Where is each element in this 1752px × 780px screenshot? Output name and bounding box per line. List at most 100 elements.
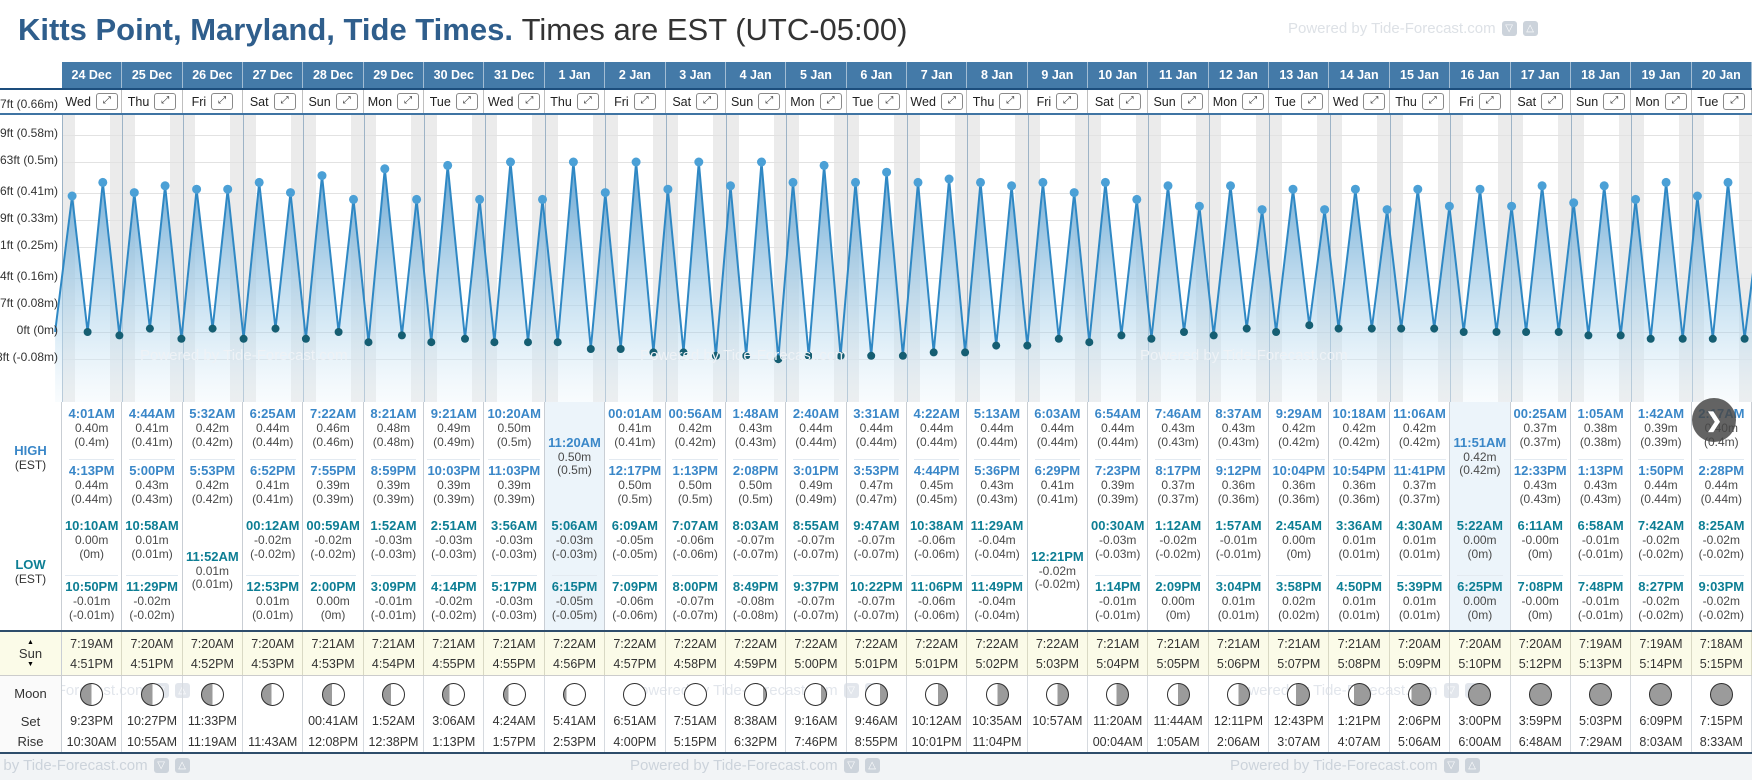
low-cell: 5:22AM 0.00m (0m) 6:25PM 0.00m (0m): [1450, 512, 1511, 630]
low-tide-entry: 2:00PM 0.00m (0m): [310, 574, 356, 623]
expand-day-button[interactable]: ⤢: [518, 93, 541, 110]
weekday-cell: Sun ⤢: [1571, 90, 1632, 113]
expand-day-button[interactable]: ⤢: [1664, 93, 1687, 110]
high-tide-entry: 8:17PM 0.37m (0.37m): [1155, 458, 1201, 507]
high-tide-dot: [380, 164, 390, 174]
expand-day-button[interactable]: ⤢: [696, 93, 719, 110]
moon-phase-icon: [864, 682, 888, 706]
expand-day-button[interactable]: ⤢: [633, 93, 656, 110]
scroll-next-button[interactable]: ❯: [1692, 398, 1736, 442]
high-tide-dot: [1631, 194, 1641, 204]
low-tide-entry: 7:07AM -0.06m (-0.06m): [672, 518, 719, 562]
weekday-cell: Mon ⤢: [1209, 90, 1270, 113]
low-tide-entry: 10:22PM -0.07m (-0.07m): [849, 574, 903, 623]
weekday-label: Fri: [191, 94, 207, 109]
high-tide-dot: [913, 177, 923, 187]
expand-day-button[interactable]: ⤢: [397, 93, 420, 110]
expand-day-button[interactable]: ⤢: [1118, 93, 1141, 110]
moon-phase-cell: [1269, 676, 1330, 712]
moon-phase-cell: [1571, 676, 1632, 712]
low-tide-entry: 4:30AM 0.01m (0.01m): [1396, 518, 1443, 562]
date-cell: 12 Jan: [1209, 62, 1270, 88]
high-cell: 11:20AM 0.50m (0.5m): [544, 402, 606, 512]
expand-day-button[interactable]: ⤢: [95, 93, 118, 110]
expand-day-button[interactable]: ⤢: [1603, 93, 1626, 110]
expand-day-button[interactable]: ⤢: [1421, 93, 1444, 110]
high-tide-entry: 10:20AM 0.50m (0.5m): [487, 406, 541, 450]
moon-phase-cell: [1450, 676, 1511, 712]
page-title: Kitts Point, Maryland, Tide Times. Times…: [18, 12, 907, 48]
expand-day-button[interactable]: ⤢: [1300, 93, 1323, 110]
high-tide-entry: 8:59PM 0.39m (0.39m): [370, 458, 417, 507]
low-tide-entry: 6:09AM -0.05m (-0.05m): [611, 518, 658, 562]
expand-day-button[interactable]: ⤢: [1180, 93, 1203, 110]
sunset-time: 4:58PM: [673, 657, 717, 671]
expand-day-button[interactable]: ⤢: [273, 93, 296, 110]
watermark: Powered by Tide-Forecast.com▽△: [1288, 20, 1538, 37]
moon-phase-cell: [1148, 676, 1209, 712]
moon-phase-icon: [1528, 682, 1552, 706]
weekday-label: Fri: [1459, 94, 1474, 109]
expand-day-button[interactable]: ⤢: [940, 93, 963, 110]
low-tide-entry: 8:03AM -0.07m (-0.07m): [732, 518, 779, 562]
moonrise-cell: 12:08PM: [303, 731, 364, 752]
expand-day-button[interactable]: ⤢: [1056, 93, 1079, 110]
weekday-cell: Thu ⤢: [967, 90, 1028, 113]
weekday-cell: Sat ⤢: [1088, 90, 1149, 113]
high-tide-dot: [475, 194, 485, 204]
high-cell: 00:56AM 0.42m (0.42m) 1:13PM 0.50m (0.5m): [666, 402, 726, 512]
moonrise-cell: 12:38PM: [364, 731, 425, 752]
high-cell: 5:32AM 0.42m (0.42m) 5:53PM 0.42m (0.42m): [183, 402, 244, 512]
expand-day-button[interactable]: ⤢: [335, 93, 358, 110]
expand-day-button[interactable]: ⤢: [455, 93, 478, 110]
moon-phase-icon: [200, 682, 224, 706]
low-tide-dot: [1334, 324, 1343, 333]
low-tide-dot: [1272, 328, 1281, 336]
weekday-cell: Mon ⤢: [364, 90, 425, 113]
expand-day-button[interactable]: ⤢: [1723, 93, 1746, 110]
low-cell: 8:55AM -0.07m (-0.07m) 9:37PM -0.07m (-0.07m): [786, 512, 847, 630]
high-tide-dot: [98, 177, 108, 187]
sunrise-time: 7:20AM: [130, 637, 174, 651]
high-tide-entry: 4:13PM 0.44m (0.44m): [68, 458, 115, 507]
expand-day-button[interactable]: ⤢: [211, 93, 234, 110]
expand-day-button[interactable]: ⤢: [154, 93, 177, 110]
day-boundary-line: [967, 115, 969, 404]
low-cell: 00:30AM -0.03m (-0.03m) 1:14PM -0.01m (-0.01m…: [1088, 512, 1149, 630]
tide-chart: Powered by Tide-Forecast.com Powered by T…: [0, 113, 1752, 406]
low-tide-entry: 10:50PM -0.01m (-0.01m): [65, 574, 119, 623]
high-tide-entry: 4:44AM 0.41m (0.41m): [128, 406, 176, 450]
weekday-cell: Thu ⤢: [122, 90, 183, 113]
sunrise-time: 7:21AM: [1277, 637, 1321, 651]
expand-day-button[interactable]: ⤢: [1541, 93, 1564, 110]
date-cell: 13 Jan: [1269, 62, 1330, 88]
sunset-time: 5:01PM: [915, 657, 959, 671]
expand-day-button[interactable]: ⤢: [758, 93, 781, 110]
watermark: Powered by Tide-Forecast.com▽△: [630, 757, 880, 774]
sunset-time: 5:08PM: [1337, 657, 1381, 671]
expand-day-button[interactable]: ⤢: [878, 93, 901, 110]
sun-times-cell: 7:20AM 4:53PM: [243, 632, 304, 676]
sun-times-cell: 7:21AM 4:55PM: [485, 632, 545, 676]
high-cell: 7:22AM 0.46m (0.46m) 7:55PM 0.39m (0.39m): [303, 402, 364, 512]
expand-day-button[interactable]: ⤢: [576, 93, 599, 110]
high-cell: 3:31AM 0.44m (0.44m) 3:53PM 0.47m (0.47m): [847, 402, 907, 512]
weekday-cell: Fri ⤢: [183, 90, 244, 113]
low-tide-entry: 11:49PM -0.04m (-0.04m): [970, 574, 1024, 623]
moonset-cell: 6:09PM: [1631, 711, 1692, 731]
moon-phase-icon: [1226, 682, 1250, 706]
expand-day-button[interactable]: ⤢: [819, 93, 842, 110]
low-tide-entry: 12:21PM -0.02m (-0.02m): [1031, 548, 1084, 592]
high-cell: 4:01AM 0.40m (0.4m) 4:13PM 0.44m (0.44m): [62, 402, 123, 512]
expand-day-button[interactable]: ⤢: [1478, 93, 1501, 110]
expand-day-button[interactable]: ⤢: [1242, 93, 1265, 110]
moonrise-cell: 1:13PM: [424, 731, 485, 752]
moonset-cell: 11:20AM: [1088, 711, 1149, 731]
low-tide-dot: [1678, 334, 1687, 343]
weekday-cell: Sun ⤢: [726, 90, 787, 113]
sun-times-cell: 7:19AM 4:51PM: [62, 632, 123, 676]
low-tide-dot: [1180, 328, 1188, 336]
expand-day-button[interactable]: ⤢: [1363, 93, 1386, 110]
high-tide-dot: [1069, 188, 1079, 198]
expand-day-button[interactable]: ⤢: [999, 93, 1022, 110]
